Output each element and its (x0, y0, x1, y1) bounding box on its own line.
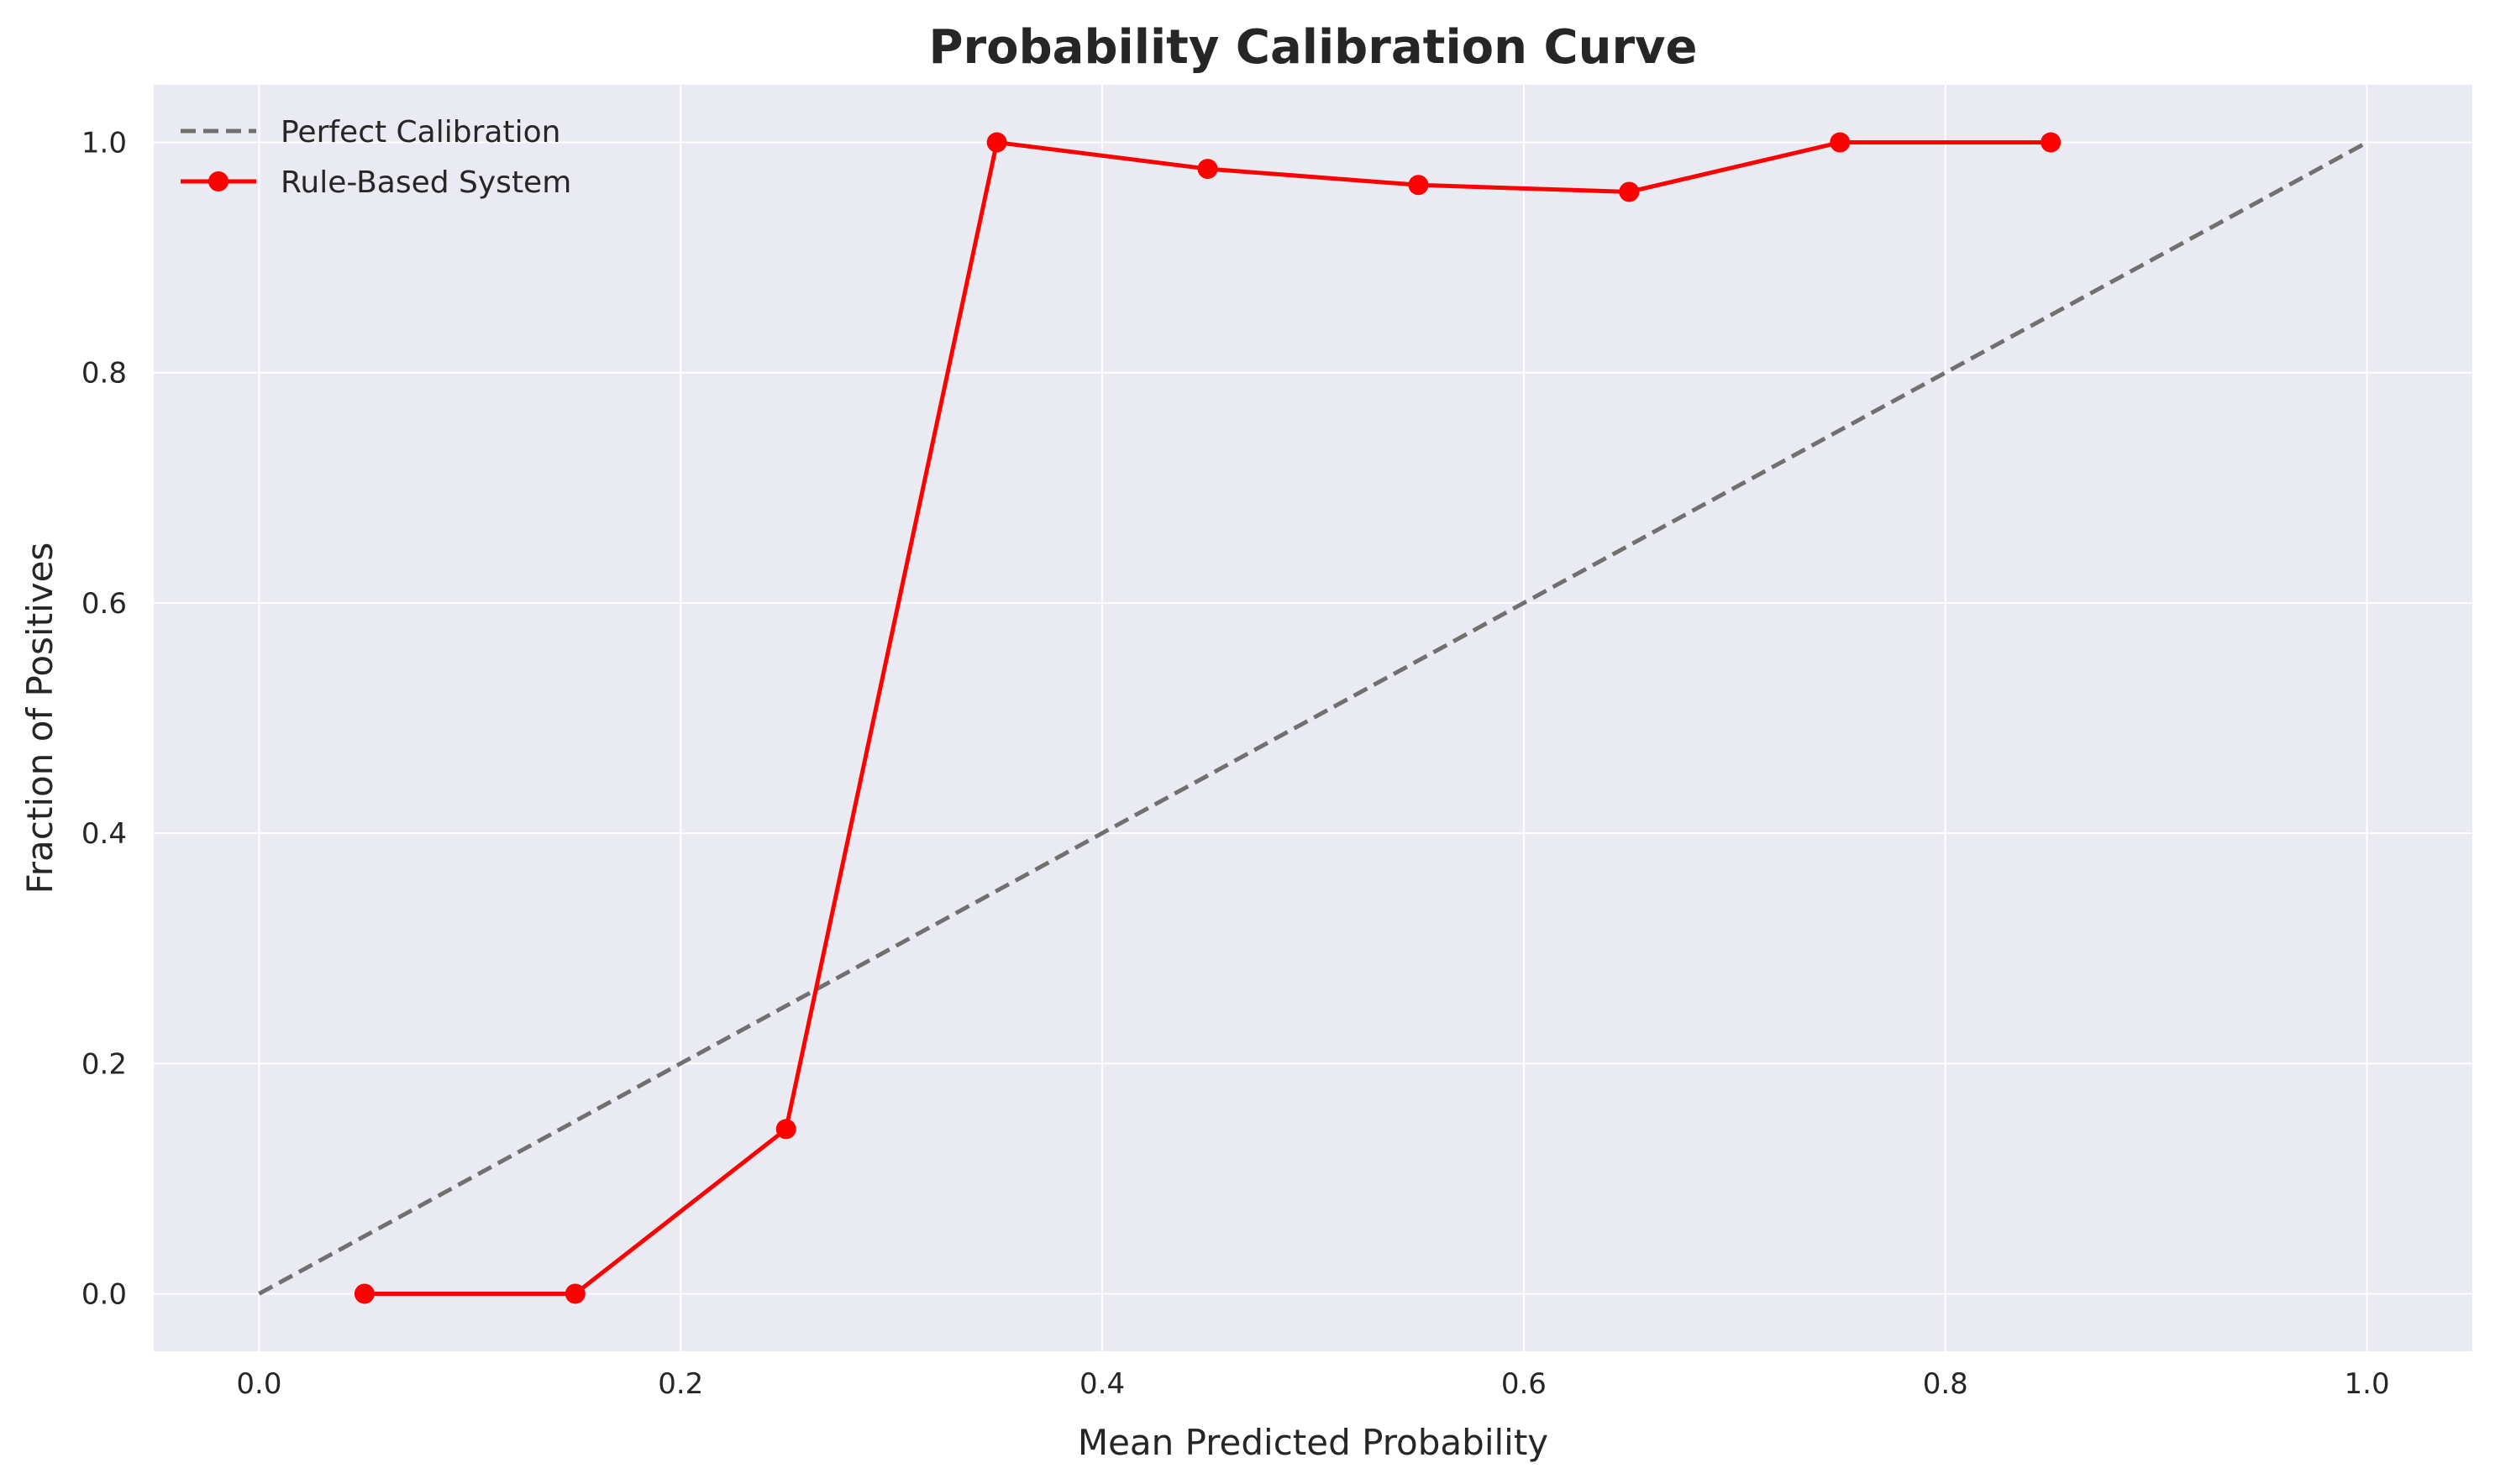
y-tick-label: 1.0 (81, 127, 127, 160)
y-axis-label: Fraction of Positives (19, 543, 60, 894)
data-point-rule-based-system (1830, 132, 1851, 153)
chart-title: Probability Calibration Curve (928, 20, 1697, 75)
data-point-rule-based-system (565, 1283, 586, 1304)
x-tick-label: 0.2 (658, 1367, 703, 1401)
x-tick-label: 0.4 (1079, 1367, 1125, 1401)
x-axis-label: Mean Predicted Probability (1078, 1422, 1548, 1463)
y-tick-label: 0.4 (81, 817, 127, 851)
y-tick-label: 0.0 (81, 1277, 127, 1311)
series-layer (258, 132, 2368, 1304)
data-point-rule-based-system (354, 1283, 375, 1304)
y-tick-label: 0.8 (81, 357, 127, 391)
data-point-rule-based-system (1408, 175, 1429, 196)
x-tick-label: 0.0 (236, 1367, 281, 1401)
grid-lines (154, 85, 2472, 1351)
legend: Perfect Calibration Rule-Based System (181, 115, 571, 200)
data-point-rule-based-system (2041, 132, 2062, 153)
series-line-perfect-calibration (258, 140, 2368, 1296)
legend-marker-rule-based-system (208, 171, 228, 191)
x-tick-label: 0.8 (1923, 1367, 1968, 1401)
data-point-rule-based-system (986, 132, 1007, 153)
x-tick-label: 1.0 (2345, 1367, 2390, 1401)
legend-label-rule-based-system: Rule-Based System (281, 165, 571, 200)
x-tick-label: 0.6 (1501, 1367, 1547, 1401)
tick-labels: 0.0 0.2 0.4 0.6 0.8 1.0 0.0 0.2 0.4 0.6 0.8 1.0 (81, 127, 2390, 1401)
data-point-rule-based-system (1197, 159, 1218, 180)
y-tick-label: 0.6 (81, 587, 127, 621)
legend-label-perfect-calibration: Perfect Calibration (281, 115, 560, 149)
data-point-rule-based-system (1619, 181, 1640, 202)
y-tick-label: 0.2 (81, 1047, 127, 1081)
data-point-rule-based-system (775, 1119, 796, 1140)
